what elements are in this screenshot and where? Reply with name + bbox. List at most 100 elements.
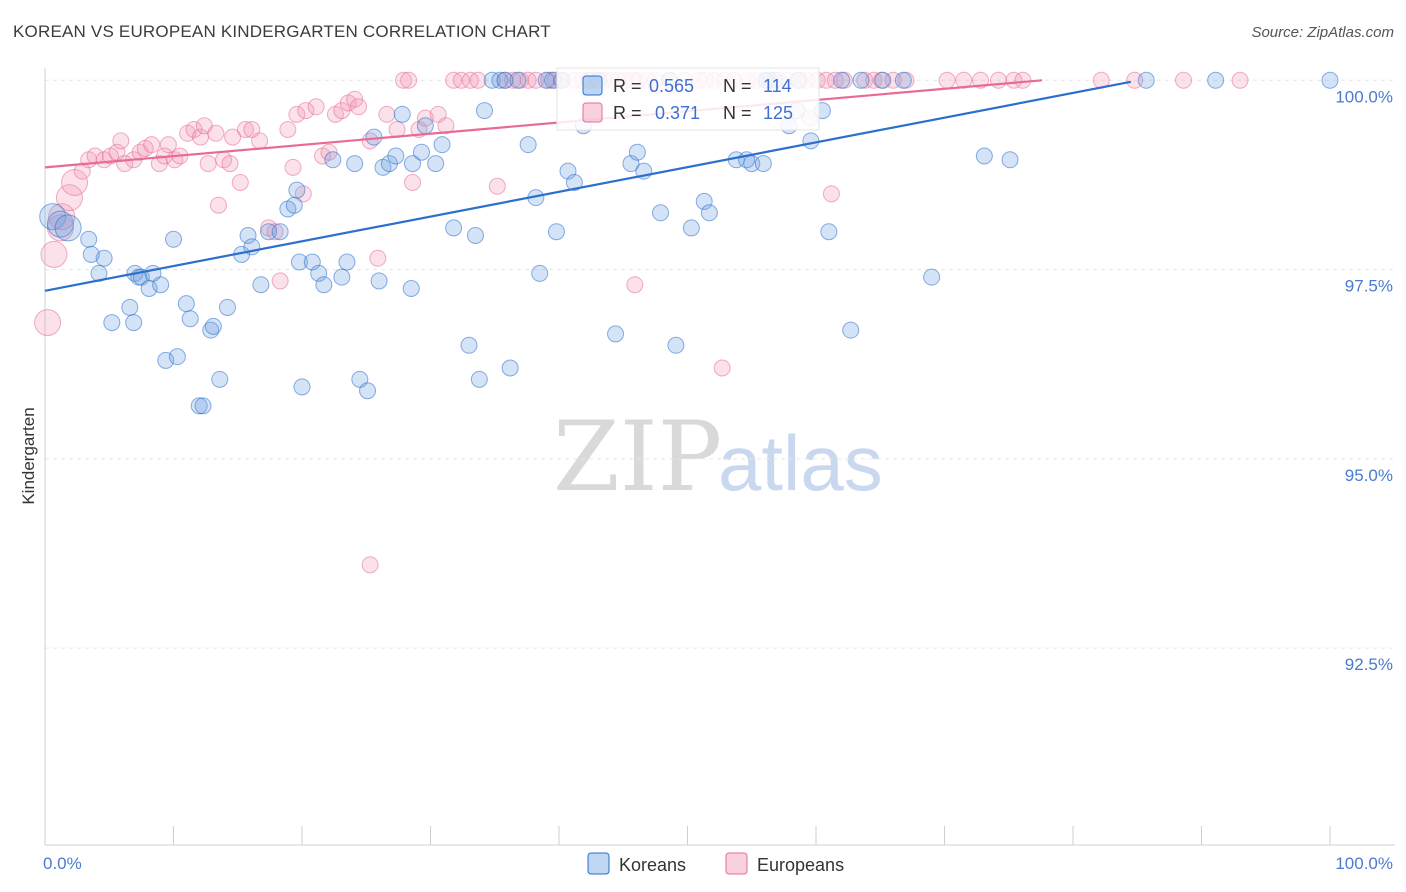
european-point: [488, 177, 506, 195]
korean-point: [501, 359, 519, 377]
european-point: [236, 121, 254, 138]
european-point: [112, 132, 130, 150]
european-point: [437, 117, 455, 135]
korean-point: [346, 155, 364, 173]
european-n-label: N =: [723, 103, 752, 123]
european-point: [209, 196, 227, 214]
legend-label-europeans: Europeans: [757, 855, 844, 875]
european-point: [55, 184, 83, 212]
european-point: [369, 249, 387, 267]
korean-point: [1001, 151, 1019, 169]
korean-point: [628, 143, 646, 161]
european-point: [279, 121, 297, 138]
korean-point: [652, 204, 670, 222]
korean-point: [82, 245, 100, 263]
korean-r-value: 0.565: [649, 76, 694, 96]
korean-point: [190, 397, 208, 415]
european-point: [395, 71, 413, 89]
korean-point: [288, 181, 306, 199]
korean-point: [285, 196, 303, 214]
korean-point: [700, 204, 718, 222]
korean-point: [547, 223, 565, 241]
european-point: [34, 309, 62, 337]
european-point: [266, 223, 284, 241]
y-axis-label: Kindergarten: [19, 407, 38, 504]
legend-label-koreans: Koreans: [619, 855, 686, 875]
european-stat-swatch: [582, 102, 603, 123]
korean-point: [271, 223, 289, 241]
stats-legend-box: [556, 67, 820, 131]
european-point: [404, 174, 422, 191]
european-point: [856, 71, 874, 89]
korean-point: [416, 117, 434, 135]
european-point: [221, 155, 239, 173]
korean-point: [260, 223, 278, 241]
european-point: [452, 71, 470, 89]
european-point: [224, 128, 242, 146]
korean-point: [475, 102, 493, 120]
korean-point: [80, 230, 98, 248]
x-tick-label: 100.0%: [1335, 854, 1393, 873]
korean-point: [239, 227, 257, 244]
korean-point: [519, 136, 537, 154]
legend-swatch-europeans: [725, 852, 748, 875]
korean-point: [168, 348, 186, 366]
european-point: [713, 359, 731, 377]
european-n-value: 125: [763, 103, 793, 123]
european-r-label: R =: [613, 103, 642, 123]
korean-point: [460, 336, 478, 354]
european-point: [199, 155, 217, 173]
trend-lines: [44, 79, 1132, 292]
korean-point: [315, 276, 333, 294]
korean-point: [695, 192, 713, 210]
legend-swatch-koreans: [587, 852, 610, 875]
european-point: [284, 158, 302, 176]
korean-point: [754, 155, 772, 173]
korean-point: [509, 71, 527, 89]
european-point: [469, 71, 487, 89]
korean-point: [387, 147, 405, 165]
european-point: [1231, 71, 1249, 89]
european-point: [231, 174, 249, 191]
korean-point: [54, 214, 82, 242]
korean-point: [466, 227, 484, 244]
korean-point: [204, 317, 222, 335]
european-point: [955, 71, 973, 89]
korean-point: [667, 336, 685, 354]
european-point: [207, 124, 225, 142]
korean-point: [531, 264, 549, 282]
korean-point: [491, 71, 509, 89]
y-tick-label: 97.5%: [1345, 277, 1393, 296]
korean-point: [894, 71, 912, 89]
korean-point: [177, 295, 195, 313]
korean-point: [121, 298, 139, 316]
korean-point: [252, 276, 270, 294]
korean-point: [290, 253, 308, 271]
european-point: [989, 71, 1007, 89]
european-point: [159, 136, 177, 154]
korean-point: [152, 276, 170, 294]
source-label: Source: ZipAtlas.com: [1251, 24, 1394, 41]
european-point: [271, 272, 289, 290]
european-point: [1014, 71, 1032, 89]
korean-point: [338, 253, 356, 271]
y-tick-label: 95.0%: [1345, 466, 1393, 485]
korean-point: [1207, 71, 1225, 89]
european-point: [46, 214, 74, 242]
korean-point: [194, 397, 212, 415]
korean-point: [802, 132, 820, 150]
korean-point: [125, 314, 143, 332]
korean-point: [370, 272, 388, 290]
korean-point: [682, 219, 700, 237]
y-tick-label: 100.0%: [1335, 87, 1393, 106]
watermark-atlas: atlas: [718, 419, 883, 507]
korean-point: [324, 151, 342, 169]
korean-point: [181, 310, 199, 328]
european-point: [1126, 71, 1144, 89]
european-point: [143, 136, 161, 154]
korean-point: [402, 280, 420, 297]
korean-point: [537, 71, 555, 89]
european-point: [822, 185, 840, 203]
korean-point: [46, 210, 74, 238]
